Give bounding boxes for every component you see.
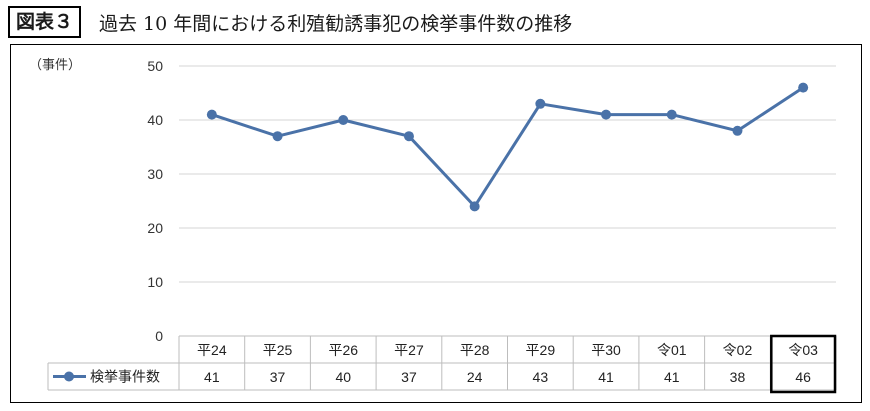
data-label: 37 xyxy=(401,369,417,385)
x-tick-label: 令01 xyxy=(657,342,687,358)
data-point xyxy=(272,131,283,142)
data-point xyxy=(666,109,677,120)
figure-title: 過去 10 年間における利殖勧誘事犯の検挙事件数の推移 xyxy=(99,12,573,35)
x-tick-label: 平25 xyxy=(263,342,293,358)
data-label: 41 xyxy=(598,369,614,385)
gridlines xyxy=(179,65,836,337)
figure-label: 図表３ xyxy=(8,6,82,38)
highlight-box xyxy=(770,334,837,394)
figure-header: 図表３ 過去 10 年間における利殖勧誘事犯の検挙事件数の推移 xyxy=(8,6,572,38)
y-tick-label: 10 xyxy=(147,274,163,290)
data-label: 43 xyxy=(533,369,549,385)
x-tick-label: 平26 xyxy=(328,342,358,358)
y-axis-ticks: 0 10 20 30 40 50 xyxy=(147,58,163,344)
x-tick-label: 平30 xyxy=(591,342,621,358)
data-label: 24 xyxy=(467,369,483,385)
y-tick-label: 30 xyxy=(147,166,163,182)
data-point xyxy=(535,98,546,109)
data-point xyxy=(601,109,612,120)
x-tick-label: 平24 xyxy=(197,342,227,358)
x-tick-label: 平29 xyxy=(526,342,556,358)
data-label: 41 xyxy=(204,369,220,385)
data-label: 41 xyxy=(664,369,680,385)
series-line-path xyxy=(211,86,804,208)
data-point xyxy=(798,82,809,93)
data-point xyxy=(338,115,349,125)
y-tick-label: 20 xyxy=(147,220,163,236)
x-tick-label: 令03 xyxy=(788,342,818,358)
data-label: 40 xyxy=(335,369,351,385)
legend-label: 検挙事件数 xyxy=(90,370,160,386)
series-line xyxy=(206,82,809,212)
y-axis-unit: （事件） xyxy=(29,58,81,73)
data-point xyxy=(403,131,414,142)
data-label: 37 xyxy=(270,369,286,385)
y-tick-label: 0 xyxy=(155,328,163,344)
chart-frame xyxy=(10,44,862,403)
data-point xyxy=(206,109,217,120)
y-tick-label: 50 xyxy=(147,58,163,74)
y-tick-label: 40 xyxy=(147,112,163,128)
x-tick-label: 令02 xyxy=(723,342,753,358)
x-tick-label: 平28 xyxy=(460,342,490,358)
x-tick-label: 平27 xyxy=(394,342,424,358)
data-point xyxy=(732,125,743,136)
legend: 検挙事件数 xyxy=(53,370,160,386)
data-label: 46 xyxy=(795,369,811,385)
data-point xyxy=(469,201,480,212)
legend-marker xyxy=(64,371,74,382)
data-table: 平24 41 平25 37 平26 40 平27 37 平28 24 平29 43 平30 41 令01 41… xyxy=(47,334,837,394)
data-label: 38 xyxy=(730,369,746,385)
